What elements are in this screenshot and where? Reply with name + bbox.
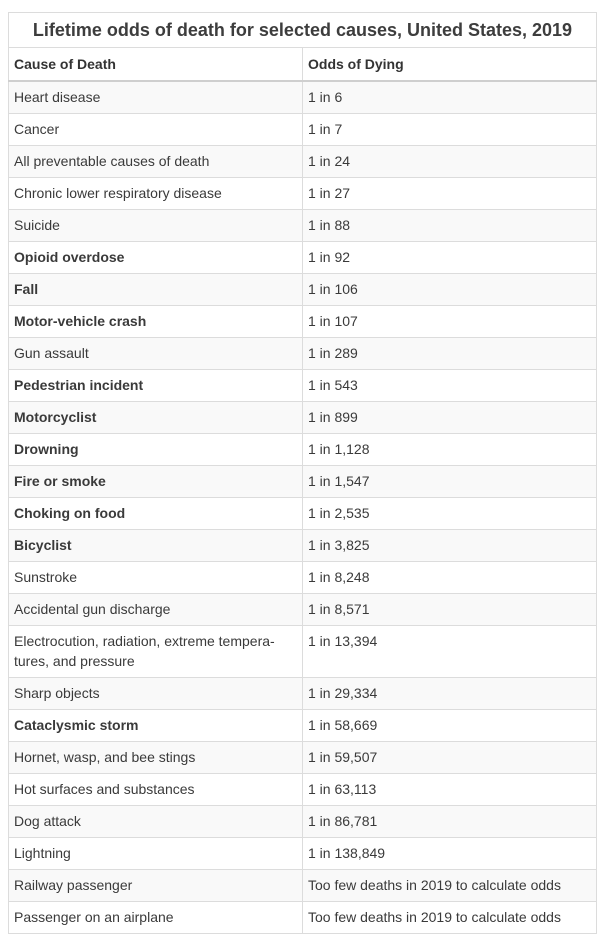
cause-cell: Sharp objects [8, 677, 303, 710]
odds-cell: 1 in 59,507 [302, 741, 597, 774]
table-header-row: Cause of Death Odds of Dying [8, 47, 597, 82]
odds-table: Lifetime odds of death for selected caus… [8, 12, 597, 934]
header-cause-of-death: Cause of Death [8, 47, 303, 82]
table-row: Fire or smoke 1 in 1,547 [8, 465, 597, 498]
odds-cell: 1 in 2,535 [302, 497, 597, 530]
cause-cell: Lightning [8, 837, 303, 870]
table-row: Bicyclist 1 in 3,825 [8, 529, 597, 562]
table-row: Hot surfaces and substances 1 in 63,113 [8, 773, 597, 806]
table-row: Dog attack 1 in 86,781 [8, 805, 597, 838]
cause-cell: Railway passenger [8, 869, 303, 902]
cause-cell: Bicyclist [8, 529, 303, 562]
cause-cell: Choking on food [8, 497, 303, 530]
table-row: Hornet, wasp, and bee stings 1 in 59,507 [8, 741, 597, 774]
cause-cell: Chronic lower respiratory disease [8, 177, 303, 210]
odds-cell: 1 in 86,781 [302, 805, 597, 838]
odds-cell: 1 in 63,113 [302, 773, 597, 806]
table-row: Cataclysmic storm 1 in 58,669 [8, 709, 597, 742]
odds-cell: Too few deaths in 2019 to calculate odds [302, 869, 597, 902]
cause-cell: Cancer [8, 113, 303, 146]
table-row: Railway passenger Too few deaths in 2019… [8, 869, 597, 902]
table-row: Pedestrian incident 1 in 543 [8, 369, 597, 402]
odds-cell: 1 in 106 [302, 273, 597, 306]
cause-cell: Hornet, wasp, and bee stings [8, 741, 303, 774]
odds-cell: 1 in 107 [302, 305, 597, 338]
odds-cell: 1 in 543 [302, 369, 597, 402]
odds-cell: Too few deaths in 2019 to calculate odds [302, 901, 597, 934]
odds-table-container: Lifetime odds of death for selected caus… [8, 12, 597, 934]
table-row: Electrocution, radiation, extreme temper… [8, 625, 597, 678]
odds-cell: 1 in 8,248 [302, 561, 597, 594]
table-row: Accidental gun discharge 1 in 8,571 [8, 593, 597, 626]
table-row: Lightning 1 in 138,849 [8, 837, 597, 870]
table-row: Sunstroke 1 in 8,248 [8, 561, 597, 594]
odds-cell: 1 in 138,849 [302, 837, 597, 870]
cause-cell: All preventable causes of death [8, 145, 303, 178]
odds-cell: 1 in 1,128 [302, 433, 597, 466]
odds-cell: 1 in 13,394 [302, 625, 597, 678]
cause-cell: Gun assault [8, 337, 303, 370]
cause-cell: Drowning [8, 433, 303, 466]
table-row: Suicide 1 in 88 [8, 209, 597, 242]
table-row: Motor-vehicle crash 1 in 107 [8, 305, 597, 338]
cause-cell: Opioid overdose [8, 241, 303, 274]
table-row: Opioid overdose 1 in 92 [8, 241, 597, 274]
cause-cell: Passenger on an airplane [8, 901, 303, 934]
cause-cell: Heart disease [8, 80, 303, 114]
odds-cell: 1 in 24 [302, 145, 597, 178]
odds-cell: 1 in 1,547 [302, 465, 597, 498]
cause-cell: Dog attack [8, 805, 303, 838]
table-row: Choking on food 1 in 2,535 [8, 497, 597, 530]
cause-cell: Motor-vehicle crash [8, 305, 303, 338]
header-odds-of-dying: Odds of Dying [302, 47, 597, 82]
odds-cell: 1 in 6 [302, 80, 597, 114]
cause-cell: Fire or smoke [8, 465, 303, 498]
table-row: Passenger on an airplane Too few deaths … [8, 901, 597, 934]
cause-cell: Suicide [8, 209, 303, 242]
cause-cell: Fall [8, 273, 303, 306]
odds-cell: 1 in 7 [302, 113, 597, 146]
cause-cell: Hot surfaces and substances [8, 773, 303, 806]
table-row: Chronic lower respiratory disease 1 in 2… [8, 177, 597, 210]
table-title: Lifetime odds of death for selected caus… [8, 12, 597, 47]
cause-cell: Sunstroke [8, 561, 303, 594]
cause-cell: Accidental gun discharge [8, 593, 303, 626]
odds-cell: 1 in 92 [302, 241, 597, 274]
odds-cell: 1 in 29,334 [302, 677, 597, 710]
odds-cell: 1 in 58,669 [302, 709, 597, 742]
cause-cell: Motorcyclist [8, 401, 303, 434]
odds-cell: 1 in 3,825 [302, 529, 597, 562]
odds-cell: 1 in 899 [302, 401, 597, 434]
table-row: Drowning 1 in 1,128 [8, 433, 597, 466]
cause-cell: Pedestrian incident [8, 369, 303, 402]
table-row: All preventable causes of death 1 in 24 [8, 145, 597, 178]
odds-cell: 1 in 27 [302, 177, 597, 210]
cause-cell: Cataclysmic storm [8, 709, 303, 742]
cause-cell: Electrocution, radiation, extreme temper… [8, 625, 303, 678]
odds-cell: 1 in 88 [302, 209, 597, 242]
table-row: Motorcyclist 1 in 899 [8, 401, 597, 434]
table-row: Gun assault 1 in 289 [8, 337, 597, 370]
odds-cell: 1 in 8,571 [302, 593, 597, 626]
table-row: Fall 1 in 106 [8, 273, 597, 306]
odds-cell: 1 in 289 [302, 337, 597, 370]
table-row: Cancer 1 in 7 [8, 113, 597, 146]
table-row: Heart disease 1 in 6 [8, 80, 597, 114]
table-row: Sharp objects 1 in 29,334 [8, 677, 597, 710]
